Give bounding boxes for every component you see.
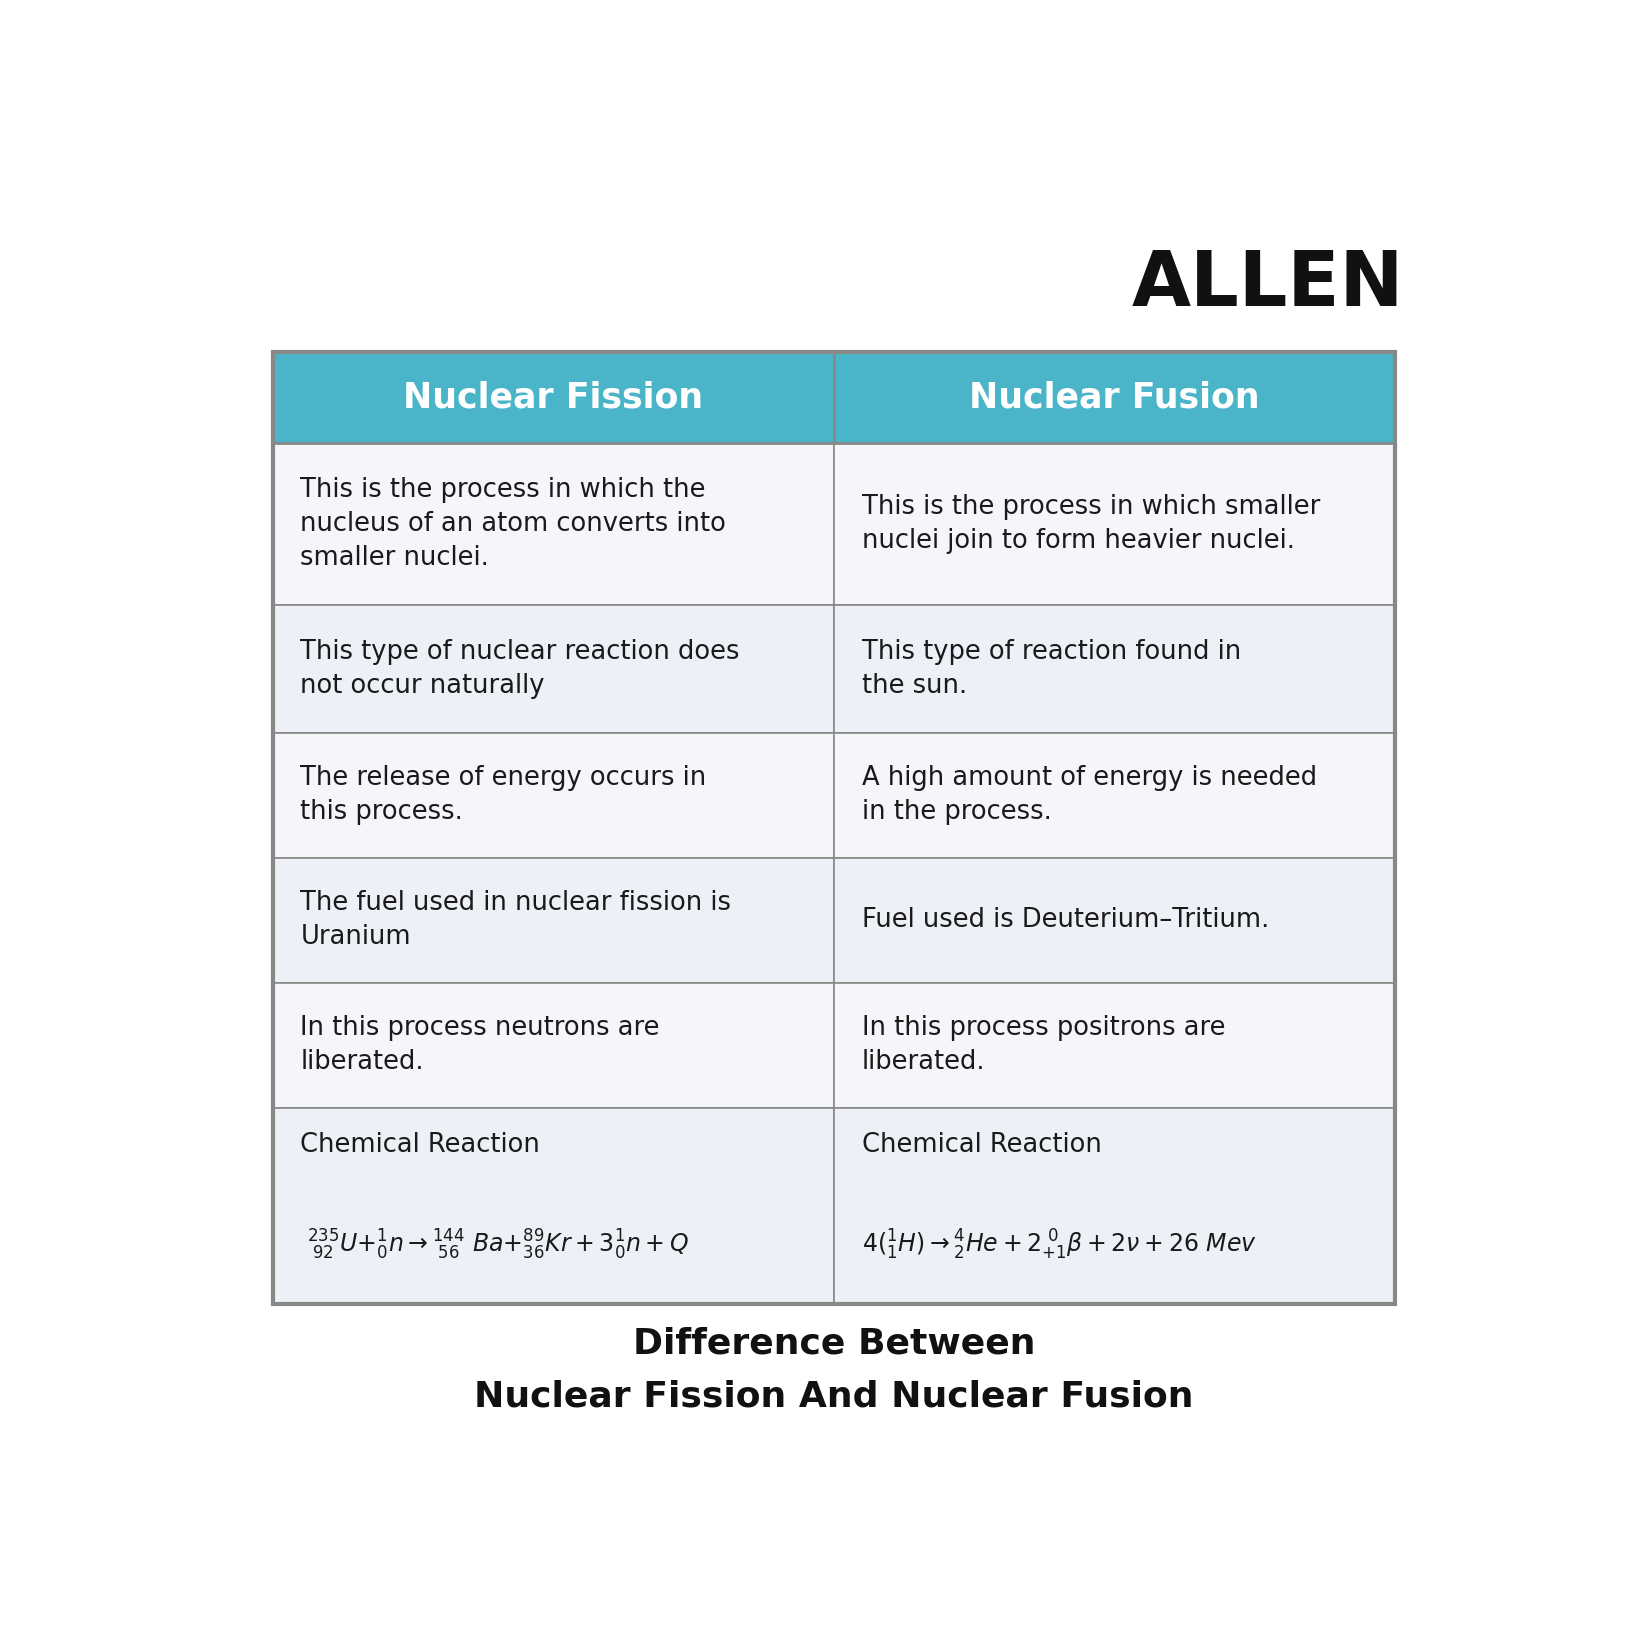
Text: A high amount of energy is needed
in the process.: A high amount of energy is needed in the…	[862, 765, 1316, 825]
Text: ALLEN: ALLEN	[1020, 1180, 1209, 1232]
Text: ALLEN: ALLEN	[459, 1180, 648, 1232]
Text: $^{235}_{\ 92}U$$+^{1}_{0}n\rightarrow$$^{144}_{\ 56}\ Ba$$+^{89}_{36}Kr+3^{1}_{: $^{235}_{\ 92}U$$+^{1}_{0}n\rightarrow$$…	[308, 1228, 688, 1263]
Bar	[833, 857, 1394, 983]
Text: The release of energy occurs in
this process.: The release of energy occurs in this pro…	[301, 765, 706, 825]
Text: Chemical Reaction: Chemical Reaction	[301, 1131, 540, 1157]
Text: ALLEN: ALLEN	[1020, 770, 1209, 822]
Bar	[833, 443, 1394, 605]
Text: ALLEN: ALLEN	[459, 498, 648, 550]
Text: ALLEN: ALLEN	[1020, 895, 1209, 947]
Bar	[273, 443, 833, 605]
Text: ALLEN: ALLEN	[459, 770, 648, 822]
Text: The fuel used in nuclear fission is
Uranium: The fuel used in nuclear fission is Uran…	[301, 890, 732, 950]
Bar	[273, 732, 833, 857]
Bar	[833, 351, 1394, 443]
Text: ALLEN: ALLEN	[459, 643, 648, 695]
Text: Difference Between: Difference Between	[633, 1326, 1035, 1360]
Bar	[833, 1108, 1394, 1303]
Text: This type of nuclear reaction does
not occur naturally: This type of nuclear reaction does not o…	[301, 639, 740, 700]
Text: This type of reaction found in
the sun.: This type of reaction found in the sun.	[862, 639, 1241, 700]
Text: Fuel used is Deuterium–Tritium.: Fuel used is Deuterium–Tritium.	[862, 908, 1269, 934]
Text: This is the process in which the
nucleus of an atom converts into
smaller nuclei: This is the process in which the nucleus…	[301, 477, 726, 571]
Bar	[273, 983, 833, 1108]
Text: ALLEN: ALLEN	[459, 1020, 648, 1072]
Bar	[833, 983, 1394, 1108]
Text: ALLEN: ALLEN	[1020, 643, 1209, 695]
Bar	[273, 351, 1394, 1303]
Text: Nuclear Fission: Nuclear Fission	[403, 381, 703, 415]
Text: ALLEN: ALLEN	[1131, 247, 1404, 322]
Text: Nuclear Fusion: Nuclear Fusion	[970, 381, 1259, 415]
Text: In this process neutrons are
liberated.: In this process neutrons are liberated.	[301, 1015, 661, 1075]
Text: This is the process in which smaller
nuclei join to form heavier nuclei.: This is the process in which smaller nuc…	[862, 495, 1319, 555]
Bar	[273, 605, 833, 732]
Bar	[273, 1108, 833, 1303]
Text: $4(^{1}_{1}H)\rightarrow^{4}_{2}He+2^{\ 0}_{+1}\beta+2\nu+26\ Mev$: $4(^{1}_{1}H)\rightarrow^{4}_{2}He+2^{\ …	[862, 1228, 1256, 1263]
Text: Chemical Reaction: Chemical Reaction	[862, 1131, 1101, 1157]
Text: Nuclear Fission And Nuclear Fusion: Nuclear Fission And Nuclear Fusion	[473, 1380, 1194, 1414]
Text: ALLEN: ALLEN	[1020, 498, 1209, 550]
Text: ALLEN: ALLEN	[459, 895, 648, 947]
Text: ALLEN: ALLEN	[1020, 1020, 1209, 1072]
Bar	[273, 857, 833, 983]
Bar	[273, 351, 833, 443]
Bar	[833, 732, 1394, 857]
Text: In this process positrons are
liberated.: In this process positrons are liberated.	[862, 1015, 1225, 1075]
Bar	[833, 605, 1394, 732]
